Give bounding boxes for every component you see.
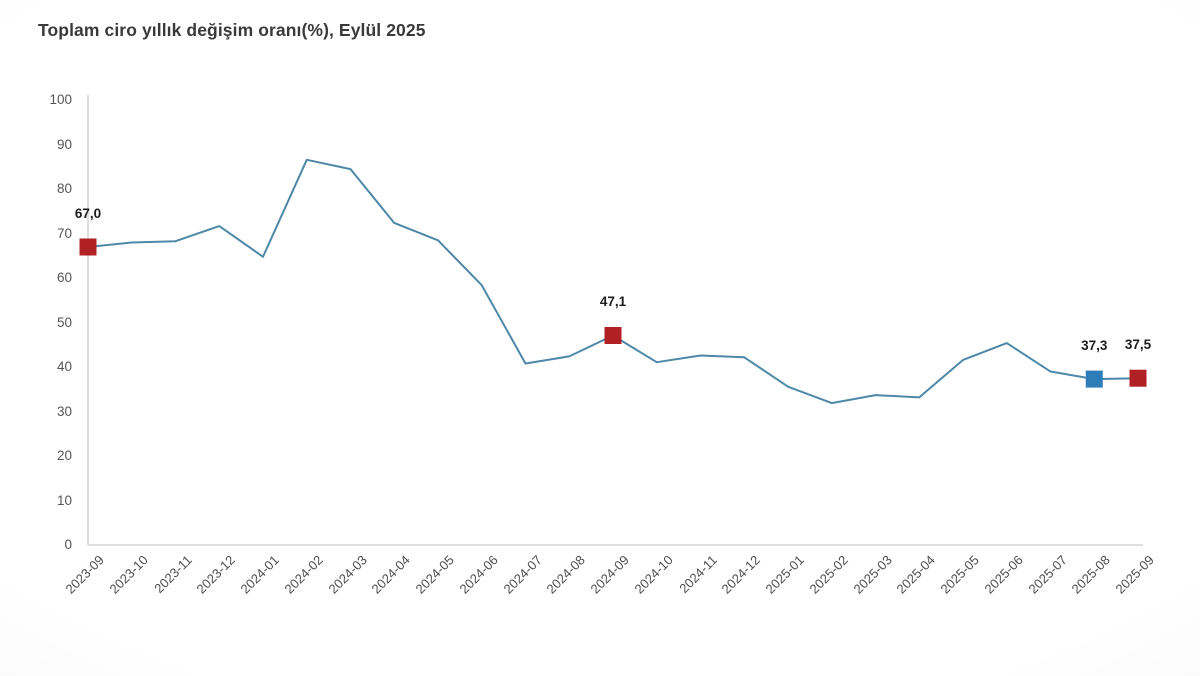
y-tick-100: 100 xyxy=(49,92,72,108)
chart-title: Toplam ciro yıllık değişim oranı(%), Eyl… xyxy=(38,20,426,40)
y-tick-70: 70 xyxy=(56,225,72,241)
y-tick-10: 10 xyxy=(56,492,72,508)
point-label-2023-09: 67,0 xyxy=(74,205,102,221)
y-tick-20: 20 xyxy=(56,448,72,464)
y-tick-60: 60 xyxy=(56,270,72,286)
y-tick-40: 40 xyxy=(56,359,72,375)
marker-2025-09 xyxy=(1129,369,1147,387)
marker-2025-08 xyxy=(1085,370,1103,388)
marker-2023-09 xyxy=(79,238,97,256)
point-label-2025-08: 37,3 xyxy=(1081,338,1108,354)
y-tick-0: 0 xyxy=(64,537,72,552)
y-tick-90: 90 xyxy=(56,136,72,152)
point-label-2024-09: 47,1 xyxy=(599,294,627,310)
marker-2024-09 xyxy=(604,326,622,344)
point-label-2025-09: 37,5 xyxy=(1124,337,1152,353)
y-tick-30: 30 xyxy=(56,403,72,419)
y-tick-80: 80 xyxy=(56,181,72,197)
series-line xyxy=(87,158,1139,405)
y-tick-50: 50 xyxy=(56,314,72,330)
